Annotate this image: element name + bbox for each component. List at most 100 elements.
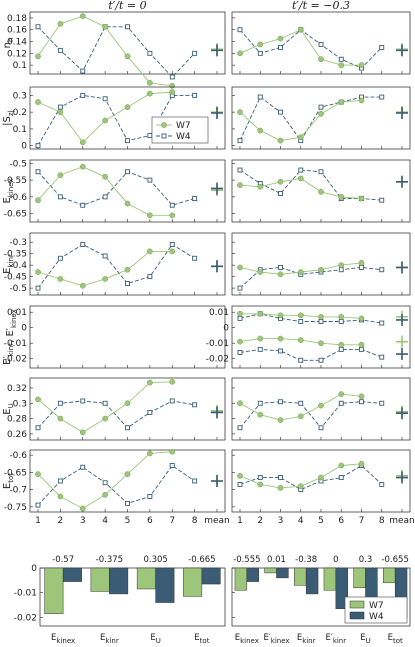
panel-5-left-W7-line [37, 381, 173, 433]
panel-1-right-W7-point-3 [277, 137, 284, 144]
panel-4-right-W7-point-7 [358, 315, 365, 322]
panel-0-left-W7-point-4 [102, 23, 108, 30]
panel-0-right-W4-mean-marker [396, 44, 408, 57]
panel-6-left-W4-point-3 [80, 464, 86, 470]
panel-2-left-ytick-label-3: -0.5 [9, 159, 27, 169]
xtick-label-right-3: 4 [298, 516, 304, 526]
panel-2-right-W4-point-1 [237, 167, 243, 173]
bar-left-top-label-3: -0.665 [188, 555, 215, 565]
panel-3-right-W7-point-1 [237, 264, 243, 271]
panel-2-left-ytick-label-1: -0.6 [9, 193, 27, 203]
panel-2-left-W4-point-7 [169, 202, 175, 208]
panel-2-left-ytick-label-0: -0.65 [4, 210, 27, 220]
panel-0-left-ytick-label-2: 0.14 [7, 38, 27, 48]
panel-4-right-W7b-point-5 [318, 340, 324, 347]
panel-1-left-ytick-label-0: 0 [21, 142, 27, 152]
bar-right-w7-0 [234, 567, 248, 591]
xtick-label-right-8: mean [389, 516, 415, 526]
bar-right-category-0: Ekinex [235, 633, 259, 645]
panel-3-right-W4-point-7 [359, 264, 364, 270]
panel-5-right-W7-point-3 [277, 417, 284, 423]
panel-5-left-W4-line [37, 400, 195, 429]
panel-6-left-W4-point-5 [125, 500, 130, 506]
panel-3-left-W4-point-5 [125, 281, 130, 286]
bar-left-w4-1 [109, 567, 129, 595]
panel-4-right-W4b-point-2 [257, 346, 263, 352]
panel-3-right-W7-point-5 [318, 266, 324, 273]
panel-2-right-W4-point-5 [318, 169, 324, 175]
bar-left-axes [39, 567, 226, 627]
xtick-label-left-0: 1 [35, 516, 41, 526]
xtick-label-right-5: 6 [338, 516, 344, 526]
bar-right-w4-2 [305, 567, 319, 595]
panel-3-left-W7-point-7 [169, 248, 176, 255]
legend-marker-w7 [161, 122, 167, 128]
panel-1-right-W4-point-2 [257, 94, 263, 100]
panel-2-right-W7-point-6 [338, 194, 345, 200]
panel-4-right-W4b-point-8 [379, 354, 385, 360]
panel-0-right-W4-point-8 [379, 44, 385, 50]
panel-0-left-W4-mean-marker [211, 44, 223, 57]
bar-right-w4-4 [365, 567, 378, 600]
panel-6-right-W4-point-1 [237, 481, 243, 487]
panel-1-left-W7-point-3 [79, 139, 86, 146]
panel-4-right-W4b-point-5 [318, 357, 324, 363]
panel-0-left-W4-point-3 [80, 68, 86, 74]
panel-3-left-W4-point-3 [80, 242, 86, 247]
panel-5-left-W7-point-1 [35, 396, 41, 403]
panel-3-left-W4-point-6 [147, 274, 153, 280]
panel-0-right-W4-point-2 [257, 50, 263, 56]
panel-3-left-W7-point-4 [102, 276, 108, 282]
panel-1-left-W7-point-2 [57, 109, 64, 115]
panel-5-right-W4-point-7 [359, 399, 364, 405]
bar-right-category-1: E′kinex [263, 633, 289, 645]
panel-0-right-W7-point-2 [257, 41, 264, 48]
panel-5-right-W4-point-4 [298, 400, 304, 406]
panel-3-right-W4-point-1 [237, 285, 243, 291]
panel-0-right-W7-point-7 [358, 62, 365, 68]
bar-left-top-label-0: -0.57 [52, 555, 74, 565]
panel-0-right-W7-point-1 [237, 50, 243, 57]
panel-1-left-W7-point-6 [147, 90, 153, 97]
panel-1-right-W4-point-1 [237, 138, 243, 144]
panel-5-right-W4-line [239, 401, 382, 429]
panel-3-left-ytick-label-1: -0.45 [4, 273, 27, 283]
panel-6-right-W4-point-3 [278, 475, 283, 481]
bar-right-top-label-1: 0.01 [267, 555, 286, 565]
panel-6-ylabel: Etot [2, 473, 15, 489]
panel-1-right-W7-point-4 [297, 134, 304, 141]
panel-3-left-ytick-label-0: -0.5 [9, 284, 27, 294]
panel-4-right-W7-point-4 [297, 312, 304, 319]
panel-5-right-W7-point-6 [338, 391, 345, 397]
panel-1-right-W4-point-3 [278, 109, 283, 115]
panel-2-left-ytick-label-2: -0.55 [4, 176, 27, 186]
panel-6-right-W7-point-6 [338, 462, 345, 469]
panel-4-right-ytick-label-0: -0.02 [206, 355, 229, 365]
panel-1-right-W4-line [239, 96, 382, 142]
panel-5-left-W7-point-7 [169, 378, 176, 385]
panel-0-right-W4-line [239, 29, 383, 69]
column-title-left: t′/t = 0 [108, 0, 146, 12]
bar-right-w7-2 [294, 567, 307, 586]
panel-2-right-W7-point-7 [358, 195, 365, 202]
panel-3-left-W7-point-6 [147, 248, 153, 255]
bar-left-w4-2 [155, 567, 175, 603]
panel-0-left-W7-point-3 [79, 13, 86, 19]
panel-1-right-W7-point-6 [338, 99, 345, 105]
panel-6-left-ytick-label-2: -0.65 [4, 468, 27, 478]
bar-right-w7-1 [264, 567, 277, 574]
panel-5-left-W4-point-2 [57, 400, 63, 406]
xtick-label-left-4: 5 [125, 516, 131, 526]
panel-3-right-W7-point-4 [297, 269, 304, 275]
panel-4-right-W4-point-4 [298, 319, 304, 324]
panel-4-left-ytick-label-3: 0.01 [7, 308, 27, 318]
panel-6-right-W7-point-7 [358, 460, 365, 467]
xtick-label-right-6: 7 [359, 516, 365, 526]
panel-4-right-ytick-label-3: 0.01 [209, 308, 229, 318]
panel-4-right-W7b-point-6 [338, 341, 345, 348]
panel-1-left-ytick-label-3: 0.3 [13, 91, 27, 101]
bar-right-top-label-3: 0 [333, 555, 338, 565]
bar-left-w7-0 [44, 567, 64, 614]
panel-1-left-W4-point-5 [125, 138, 130, 144]
bar-left-top-label-2: 0.305 [143, 555, 167, 565]
